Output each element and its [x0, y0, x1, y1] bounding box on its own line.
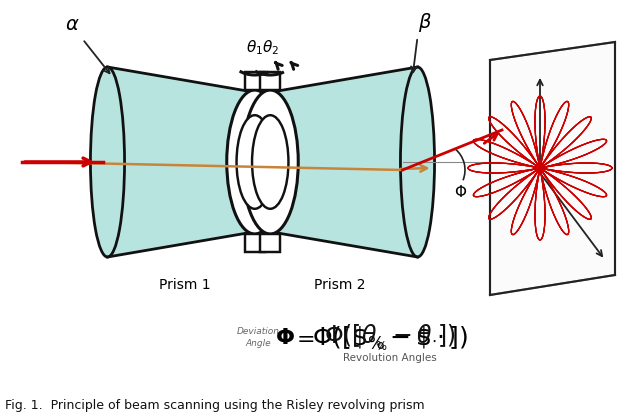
Text: $\theta_1$: $\theta_1$	[246, 39, 263, 58]
Ellipse shape	[227, 90, 283, 234]
Text: Angle: Angle	[245, 339, 271, 347]
Text: $\alpha$: $\alpha$	[65, 16, 80, 34]
Ellipse shape	[90, 67, 125, 257]
Polygon shape	[108, 67, 262, 257]
Polygon shape	[490, 42, 615, 295]
Ellipse shape	[237, 115, 273, 209]
Text: $\Phi([\$ _\% - \$ \cdot ])$: $\Phi([\$ _\% - \$ \cdot ])$	[312, 324, 468, 352]
Ellipse shape	[243, 90, 298, 234]
Text: $=$: $=$	[292, 327, 314, 349]
Text: Deviation: Deviation	[237, 327, 280, 337]
Polygon shape	[260, 234, 280, 252]
Polygon shape	[245, 72, 264, 90]
Ellipse shape	[252, 115, 289, 209]
Text: $\Phi$: $\Phi$	[454, 184, 467, 200]
Text: Prism 2: Prism 2	[314, 278, 365, 292]
Text: Prism 1: Prism 1	[159, 278, 211, 292]
Ellipse shape	[253, 93, 272, 231]
Text: $\theta_2$: $\theta_2$	[262, 39, 279, 58]
Ellipse shape	[401, 67, 435, 257]
Polygon shape	[262, 67, 417, 257]
Text: $\mathbf{\Phi}$: $\mathbf{\Phi}$	[275, 327, 295, 349]
Polygon shape	[245, 234, 264, 252]
Text: $\Phi([\theta_{_\%} - \theta_{\cdot}])$: $\Phi([\theta_{_\%} - \theta_{\cdot}])$	[324, 323, 456, 353]
Text: Revolution Angles: Revolution Angles	[343, 353, 437, 363]
Ellipse shape	[253, 93, 272, 231]
Text: $\beta$: $\beta$	[417, 10, 431, 33]
Polygon shape	[260, 72, 280, 90]
Text: Fig. 1.  Principle of beam scanning using the Risley revolving prism: Fig. 1. Principle of beam scanning using…	[5, 399, 424, 412]
